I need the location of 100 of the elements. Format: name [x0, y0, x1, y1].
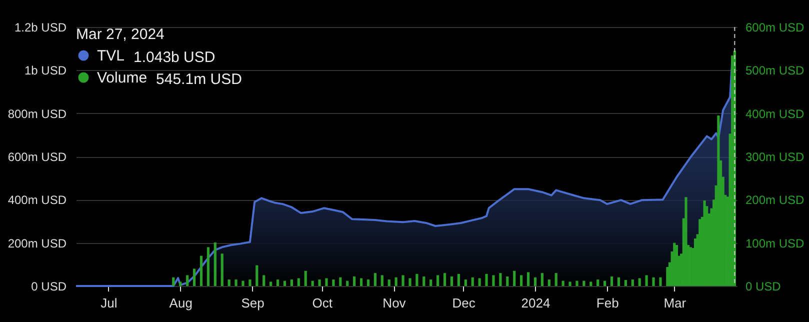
bar [638, 278, 641, 286]
bar [610, 276, 614, 286]
bar [450, 276, 454, 286]
bar [346, 280, 349, 286]
bar [506, 276, 509, 286]
bar [311, 280, 314, 286]
bar [464, 280, 467, 286]
bar [526, 272, 530, 286]
bar [318, 280, 321, 286]
bar [471, 277, 474, 286]
bar [631, 280, 634, 286]
y2-tick-label: 0 USD [746, 280, 782, 294]
bar [276, 280, 280, 286]
bar [659, 277, 662, 286]
bar [408, 278, 412, 286]
x-tick-label: Mar [664, 296, 687, 310]
bar [325, 278, 328, 286]
bar [380, 275, 384, 286]
bar [290, 280, 293, 286]
bar [478, 278, 481, 286]
y-tick-label: 1.2b USD [14, 20, 67, 34]
y-tick-label: 200m USD [8, 236, 67, 250]
y2-tick-label: 500m USD [746, 64, 805, 78]
bar [562, 280, 564, 286]
bar [520, 275, 523, 286]
bar [283, 280, 286, 286]
bar [443, 273, 446, 286]
bar [206, 247, 210, 286]
y2-tick-label: 400m USD [746, 106, 805, 121]
y2-tick-label: 100m USD [746, 236, 805, 250]
bar [214, 242, 216, 286]
x-tick-label: Sep [241, 296, 264, 310]
x-tick-label: Dec [452, 296, 476, 310]
bar [548, 280, 550, 286]
bar [582, 280, 586, 286]
bar [492, 275, 495, 286]
bar [684, 197, 688, 286]
y-tick-label: 800m USD [8, 106, 67, 121]
bar [394, 277, 398, 286]
bar [304, 270, 307, 286]
bar [457, 274, 460, 286]
y-tick-label: 1b USD [24, 64, 67, 78]
bar [192, 268, 196, 286]
bar [360, 278, 363, 286]
x-tick-label: Oct [312, 296, 333, 310]
bar [388, 280, 390, 286]
y-tick-label: 600m USD [8, 150, 67, 164]
annotation: 1.043b USD [134, 49, 216, 66]
bar [228, 280, 230, 286]
bar [617, 277, 620, 286]
bar [374, 273, 376, 286]
bar [339, 277, 342, 286]
bar [422, 276, 426, 286]
x-tick-label: Nov [382, 296, 406, 310]
bar [590, 282, 592, 286]
bar [416, 274, 418, 286]
y2-tick-label: 200m USD [746, 193, 805, 208]
bar [554, 273, 558, 286]
bar [172, 277, 175, 286]
bar [499, 273, 502, 286]
bar [624, 280, 627, 286]
bar [297, 278, 300, 286]
bar [436, 275, 440, 286]
bar [270, 282, 272, 286]
x-tick-label: Aug [169, 296, 192, 310]
bar [179, 282, 182, 286]
bar [220, 254, 224, 286]
x-tick-label: Jul [100, 296, 118, 310]
annotation: 545.1m USD [156, 71, 242, 88]
bar [645, 275, 648, 286]
bar [366, 280, 370, 286]
bar [262, 275, 266, 286]
bar [332, 280, 335, 286]
legend-title: Mar 27, 2024 [76, 26, 164, 43]
y-tick-label: 400m USD [8, 193, 67, 208]
bar [234, 280, 238, 286]
legend-label: TVL [97, 48, 125, 64]
bar [540, 273, 544, 286]
bar [596, 280, 600, 286]
bar [717, 115, 720, 286]
bar [430, 280, 432, 286]
y2-tick-label: 600m USD [746, 20, 805, 34]
bar [485, 274, 488, 286]
bar [652, 277, 655, 286]
x-tick-label: 2024 [521, 296, 550, 310]
bar [604, 280, 606, 286]
bar [402, 275, 404, 286]
bar [513, 270, 516, 286]
bar [186, 275, 189, 286]
bar [353, 276, 356, 286]
legend-label: Volume [97, 70, 148, 86]
bar [200, 256, 203, 286]
y2-tick-label: 300m USD [746, 150, 805, 164]
x-tick-label: Feb [596, 296, 619, 310]
bar [568, 282, 572, 286]
bar [576, 280, 578, 286]
bar [256, 265, 258, 286]
bar [248, 280, 252, 286]
y-tick-label: 0 USD [31, 280, 67, 294]
bar [242, 280, 244, 286]
